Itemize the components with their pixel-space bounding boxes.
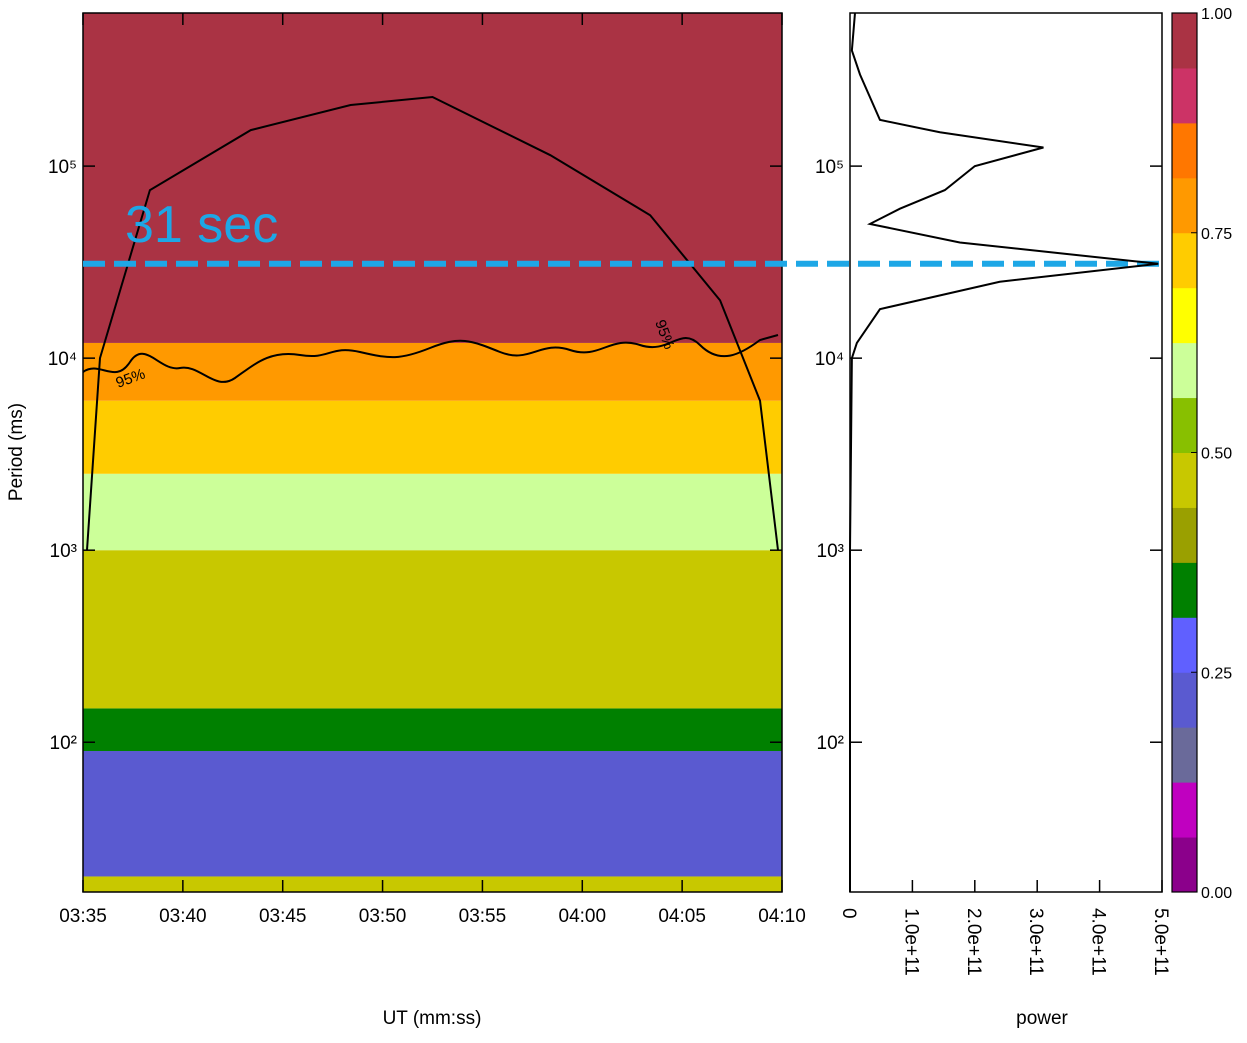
plot-frame <box>849 12 1163 893</box>
x-axis-label: power <box>1016 1008 1068 1029</box>
colorbar-band <box>1172 13 1197 69</box>
plot-frame <box>82 12 783 893</box>
y-tick-label: 10³ <box>817 541 844 562</box>
y-tick-label: 10⁵ <box>815 157 844 178</box>
colorbar-band <box>1172 727 1197 783</box>
colorbar-tick-label: 1.00 <box>1201 6 1232 23</box>
x-tick-label: 04:10 <box>758 906 806 927</box>
y-tick-label: 10⁴ <box>815 349 844 370</box>
x-tick-label: 3.0e+11 <box>1025 908 1046 976</box>
colorbar-band <box>1172 617 1197 673</box>
power-band <box>83 473 782 551</box>
colorbar-band <box>1172 177 1197 234</box>
x-tick-label: 04:00 <box>559 906 607 927</box>
x-tick-label: 03:45 <box>259 906 307 927</box>
colorbar-band <box>1172 452 1197 508</box>
power-band <box>83 751 782 877</box>
y-tick-label: 10³ <box>50 541 77 562</box>
y-axis-label: Period (ms) <box>6 403 27 501</box>
y-tick-label: 10² <box>50 733 77 754</box>
colorbar-band <box>1172 837 1197 893</box>
colorbar-band <box>1172 67 1197 124</box>
power-band <box>83 550 782 709</box>
annotation: 31 sec <box>125 196 278 254</box>
significance-contour <box>82 334 779 383</box>
power-band <box>83 876 782 892</box>
colorbar-band <box>1172 342 1197 399</box>
x-tick-label: 03:35 <box>59 906 107 927</box>
x-tick-label: 03:55 <box>459 906 507 927</box>
colorbar-tick-label: 0.25 <box>1201 665 1232 682</box>
colorbar-band <box>1172 782 1197 838</box>
colorbar-band <box>1172 507 1197 563</box>
x-tick-label: 03:50 <box>359 906 407 927</box>
cone-of-influence <box>85 95 779 551</box>
y-tick-label: 10² <box>817 733 844 754</box>
x-tick-label: 0 <box>838 908 859 919</box>
power-line <box>849 12 1159 892</box>
y-tick-label: 10⁴ <box>48 349 77 370</box>
x-tick-label: 03:40 <box>159 906 207 927</box>
colorbar-band <box>1172 397 1197 453</box>
colorbar-band <box>1172 232 1197 289</box>
x-tick-label: 04:05 <box>658 906 706 927</box>
y-tick-label: 10⁵ <box>48 157 77 178</box>
x-tick-label: 5.0e+11 <box>1150 908 1171 976</box>
colorbar-tick-label: 0.75 <box>1201 226 1232 243</box>
colorbar-band <box>1172 122 1197 179</box>
colorbar-band <box>1172 287 1197 344</box>
colorbar-band <box>1172 672 1197 728</box>
power-band <box>83 342 782 401</box>
x-axis-label: UT (mm:ss) <box>383 1008 482 1029</box>
power-band <box>83 400 782 474</box>
colorbar-tick-label: 0.00 <box>1201 885 1232 902</box>
x-tick-label: 1.0e+11 <box>900 908 921 976</box>
x-tick-label: 2.0e+11 <box>963 908 984 976</box>
power-band <box>83 13 782 343</box>
layer <box>83 13 782 892</box>
colorbar-band <box>1172 562 1197 618</box>
colorbar-tick-label: 0.50 <box>1201 446 1232 463</box>
x-tick-label: 4.0e+11 <box>1088 908 1109 976</box>
power-band <box>83 708 782 752</box>
